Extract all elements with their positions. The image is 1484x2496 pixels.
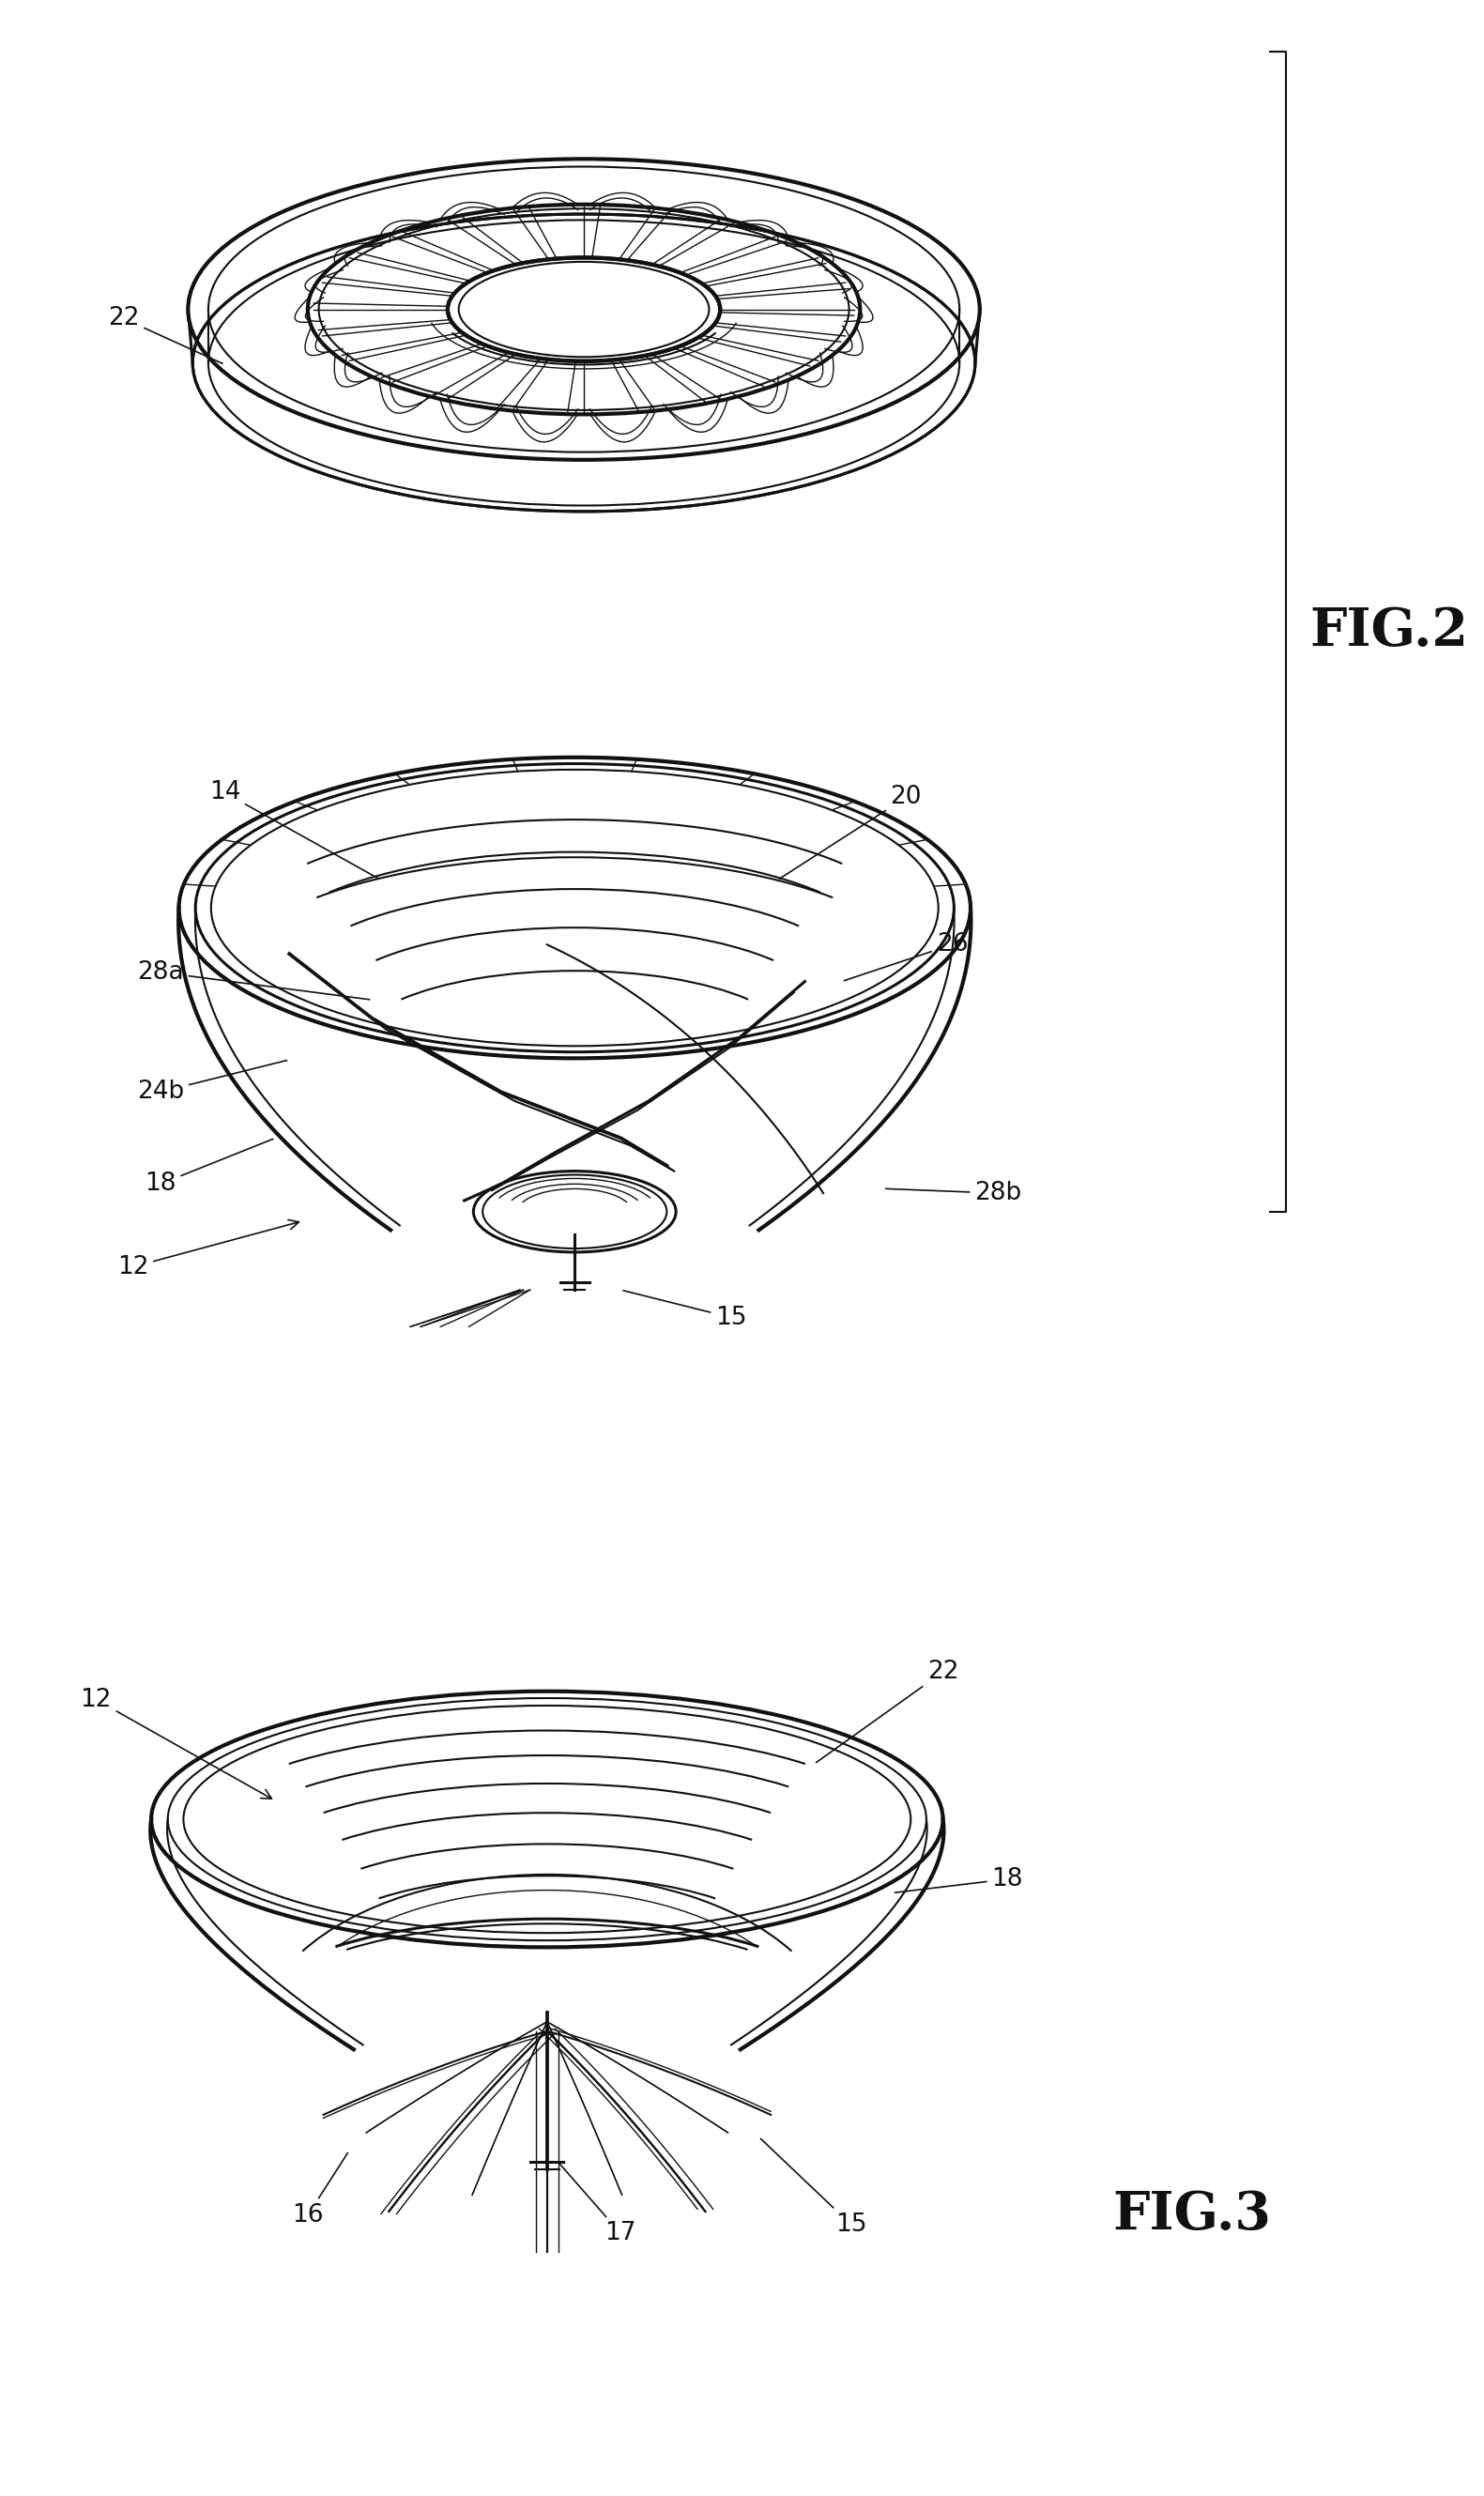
Text: 28b: 28b: [886, 1181, 1022, 1206]
Text: 20: 20: [779, 786, 922, 879]
Text: 15: 15: [761, 2139, 867, 2236]
Text: 22: 22: [108, 307, 223, 364]
Text: 24b: 24b: [137, 1061, 286, 1103]
Text: FIG.3: FIG.3: [1112, 2189, 1270, 2241]
Text: 17: 17: [558, 2162, 637, 2246]
Ellipse shape: [193, 215, 975, 512]
Text: 14: 14: [209, 781, 378, 879]
Text: 15: 15: [623, 1290, 746, 1330]
Text: 18: 18: [145, 1138, 273, 1196]
Text: 22: 22: [816, 1660, 959, 1762]
Text: 18: 18: [895, 1867, 1022, 1892]
Ellipse shape: [448, 257, 720, 362]
Text: 12: 12: [80, 1687, 272, 1800]
Text: 12: 12: [117, 1221, 298, 1278]
Text: 16: 16: [292, 2154, 347, 2226]
Text: 26: 26: [844, 934, 968, 981]
Text: FIG.2: FIG.2: [1310, 607, 1469, 656]
Text: 28a: 28a: [137, 961, 370, 998]
